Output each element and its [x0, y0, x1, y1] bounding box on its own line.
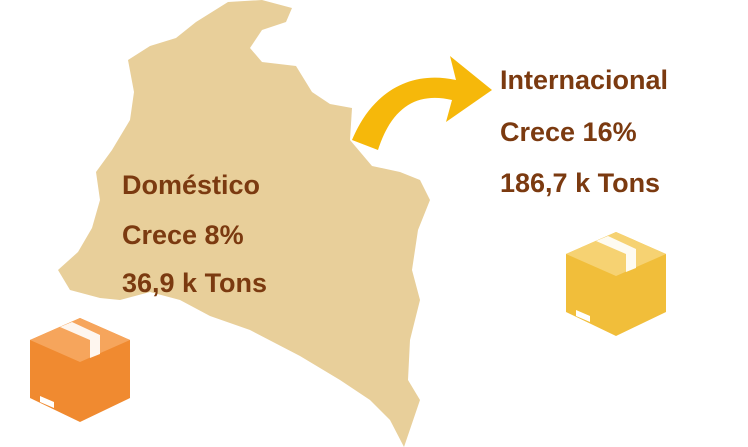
international-label: Internacional [500, 65, 668, 95]
domestic-volume: 36,9 k Tons [122, 268, 267, 298]
arrow [352, 56, 492, 150]
domestic-growth: Crece 8% [122, 220, 244, 250]
map-colombia [58, 0, 430, 447]
box-orange [30, 318, 130, 422]
international-volume: 186,7 k Tons [500, 168, 660, 198]
domestic-label: Doméstico [122, 170, 260, 200]
international-growth: Crece 16% [500, 117, 637, 147]
box-yellow [566, 232, 666, 336]
